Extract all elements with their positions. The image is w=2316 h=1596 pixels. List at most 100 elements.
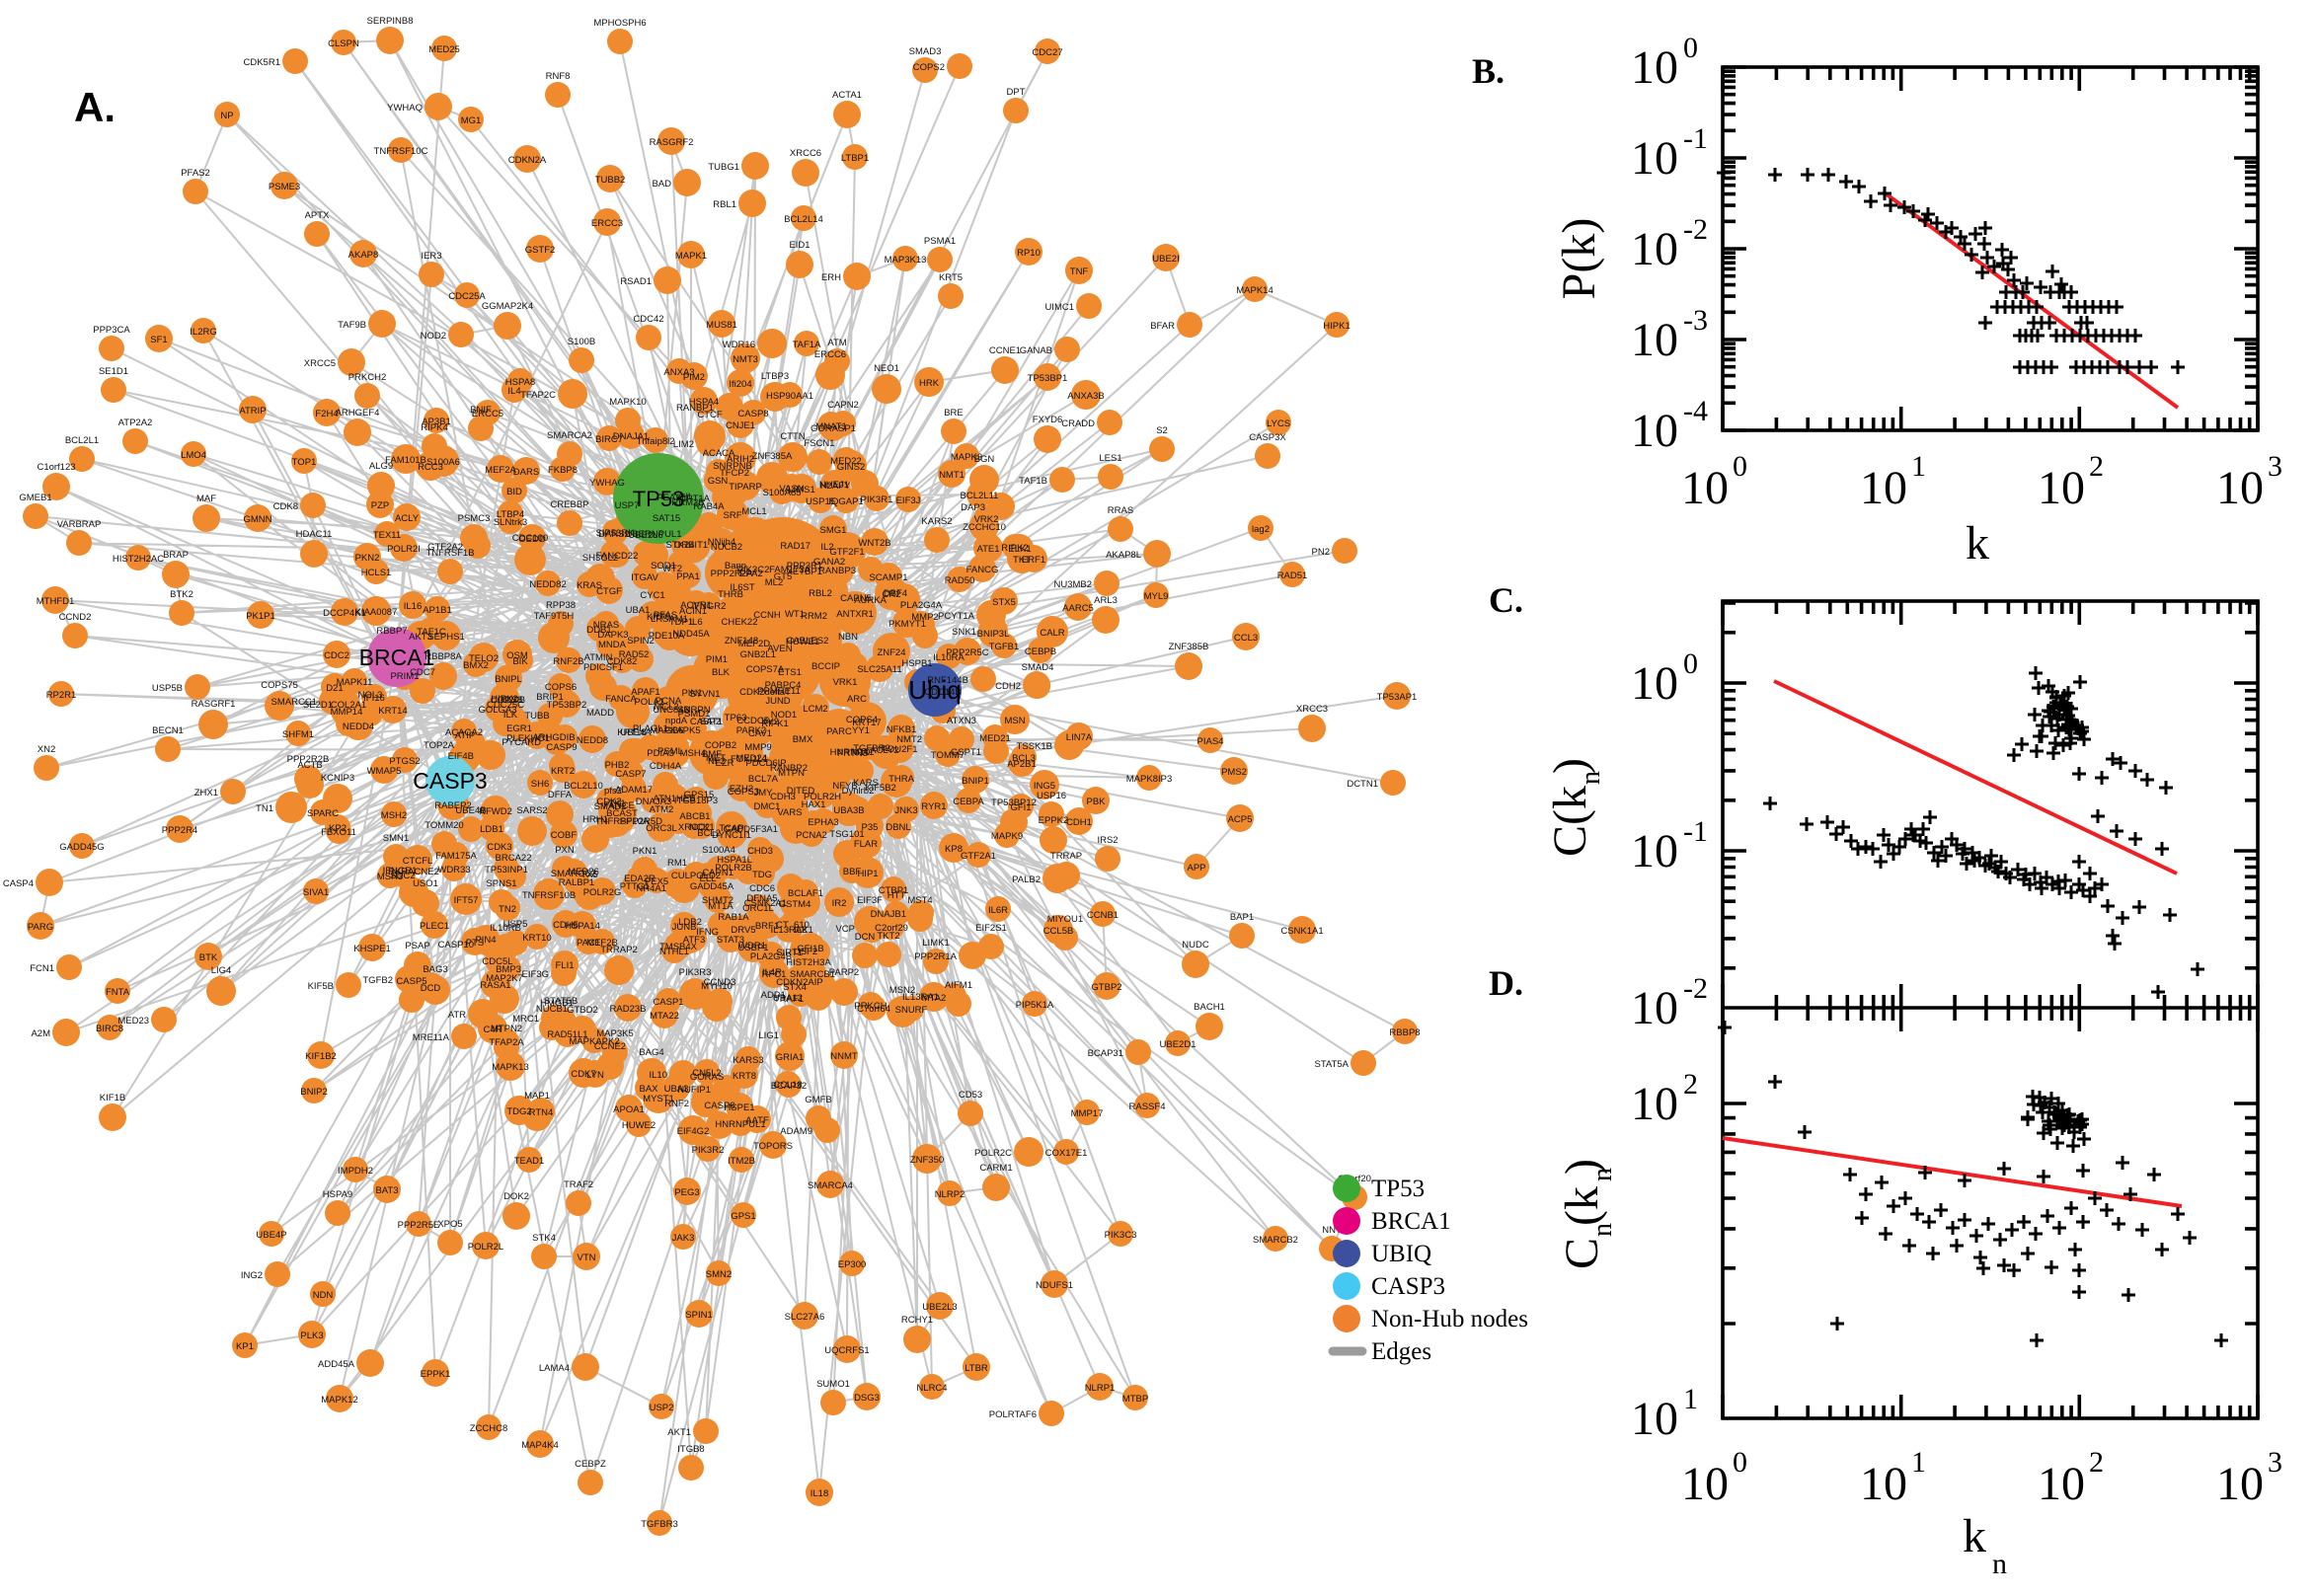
svg-text:JNK3: JNK3 [894, 805, 917, 816]
svg-text:ACLY: ACLY [395, 513, 420, 524]
svg-text:TOP2A: TOP2A [424, 740, 455, 751]
svg-text:10: 10 [1631, 825, 1678, 877]
svg-text:BRIP1: BRIP1 [536, 692, 563, 703]
svg-text:-4: -4 [1683, 395, 1708, 427]
svg-text:PPA2: PPA2 [739, 569, 763, 579]
svg-text:Tnfaip8l2: Tnfaip8l2 [636, 436, 674, 447]
svg-text:MAP3K5: MAP3K5 [596, 1028, 634, 1039]
svg-text:TNF: TNF [1070, 266, 1089, 277]
svg-text:KRT14: KRT14 [378, 706, 407, 717]
svg-text:STX5: STX5 [992, 597, 1016, 608]
svg-text:BMX2: BMX2 [463, 660, 489, 671]
svg-text:n: n [1587, 1223, 1618, 1237]
svg-text:EIF4B: EIF4B [448, 751, 474, 762]
svg-text:GADD5F3A1: GADD5F3A1 [724, 824, 778, 835]
svg-text:COPS8: COPS8 [491, 695, 522, 706]
svg-text:CDK5R1: CDK5R1 [244, 57, 281, 68]
svg-text:CCDC5: CCDC5 [736, 716, 769, 726]
svg-text:MSN2: MSN2 [889, 985, 915, 996]
svg-text:BCL3: BCL3 [1012, 753, 1036, 764]
svg-text:IL2: IL2 [820, 542, 833, 553]
svg-text:PFAS2: PFAS2 [181, 168, 210, 179]
svg-text:NP: NP [220, 111, 233, 121]
svg-text:RRAS: RRAS [1108, 505, 1133, 516]
svg-text:RABEP2: RABEP2 [434, 800, 472, 811]
svg-text:TSSK1B: TSSK1B [1017, 741, 1052, 752]
svg-text:FAM173A: FAM173A [769, 565, 811, 575]
svg-text:RASGRF1: RASGRF1 [192, 699, 236, 710]
svg-text:PZP: PZP [371, 500, 389, 511]
svg-text:Edges: Edges [1371, 1338, 1431, 1365]
svg-text:PXN: PXN [555, 845, 575, 856]
svg-text:FANCG: FANCG [966, 565, 999, 575]
svg-text:STAT3: STAT3 [717, 935, 744, 946]
svg-text:BRCA1: BRCA1 [359, 645, 435, 670]
svg-text:HAX1: HAX1 [802, 799, 826, 810]
svg-text:KIF1B: KIF1B [100, 1093, 125, 1103]
svg-text:1: 1 [1911, 450, 1926, 483]
svg-text:PTTG1: PTTG1 [620, 881, 651, 892]
svg-text:SDC2: SDC2 [390, 871, 415, 881]
svg-text:n: n [1576, 771, 1606, 785]
svg-text:RASA1: RASA1 [480, 980, 510, 991]
svg-text:MTPN: MTPN [778, 768, 805, 779]
svg-text:PPP2R4: PPP2R4 [162, 825, 197, 836]
svg-text:IL4: IL4 [507, 386, 520, 397]
svg-text:SMARCA4: SMARCA4 [808, 1180, 853, 1191]
svg-text:PEX5: PEX5 [645, 876, 668, 887]
svg-text:ADAM17: ADAM17 [615, 785, 653, 796]
svg-text:TKT2: TKT2 [877, 931, 899, 942]
svg-text:PDICSF1: PDICSF1 [583, 662, 623, 673]
svg-text:10: 10 [1631, 982, 1678, 1034]
svg-text:BNIP2: BNIP2 [300, 1087, 327, 1098]
svg-text:UIMC1: UIMC1 [1044, 302, 1074, 313]
svg-text:VARS: VARS [777, 807, 802, 818]
svg-text:IQGAP1: IQGAP1 [828, 496, 863, 507]
svg-text:LIM2: LIM2 [673, 439, 694, 450]
svg-text:PRKCH2: PRKCH2 [348, 372, 387, 383]
svg-text:CNJE1: CNJE1 [726, 420, 755, 431]
svg-text:HSPB1: HSPB1 [901, 658, 932, 669]
svg-text:ADD1: ADD1 [761, 990, 786, 1001]
svg-text:GMNN: GMNN [243, 514, 271, 525]
svg-text:UBE2L6: UBE2L6 [628, 530, 662, 541]
svg-text:COPS7A: COPS7A [746, 664, 785, 675]
svg-text:TMSB4X: TMSB4X [659, 942, 698, 952]
svg-text:GNB2L1: GNB2L1 [740, 649, 776, 660]
svg-text:10: 10 [1681, 1458, 1729, 1510]
svg-text:EDA2R: EDA2R [624, 874, 656, 884]
svg-text:UQCRFS1: UQCRFS1 [824, 1345, 869, 1356]
svg-text:DFNA5: DFNA5 [746, 893, 777, 904]
svg-text:SH6: SH6 [531, 779, 549, 790]
svg-text:HIST2H3A: HIST2H3A [786, 957, 831, 968]
svg-text:NEO1: NEO1 [874, 363, 899, 374]
svg-text:MED21: MED21 [979, 733, 1011, 744]
svg-text:CT_610: CT_610 [776, 920, 810, 931]
svg-text:IL6R: IL6R [988, 905, 1008, 916]
svg-text:DBF4: DBF4 [884, 588, 907, 599]
svg-text:RCHY1: RCHY1 [901, 1315, 933, 1326]
svg-text:JMY: JMY [754, 788, 774, 798]
svg-text:RASSF4: RASSF4 [1129, 1102, 1166, 1112]
svg-text:MSH4: MSH4 [680, 748, 706, 759]
svg-text:TGFBR2: TGFBR2 [853, 743, 889, 754]
svg-text:GANA2: GANA2 [813, 557, 845, 568]
svg-text:GINS2: GINS2 [837, 462, 866, 473]
svg-text:MCL2: MCL2 [654, 702, 678, 713]
svg-text:CAPN5: CAPN5 [840, 593, 872, 604]
svg-text:1: 1 [1911, 1446, 1926, 1479]
svg-text:FCN1: FCN1 [30, 963, 54, 974]
svg-text:AP3B1: AP3B1 [422, 417, 451, 427]
svg-text:PLAGL1: PLAGL1 [633, 723, 668, 734]
svg-text:BECN1: BECN1 [152, 725, 184, 736]
svg-text:ZNF385B: ZNF385B [1169, 642, 1209, 652]
svg-text:HIPK1: HIPK1 [1323, 321, 1350, 332]
svg-text:PLA2G4A: PLA2G4A [900, 600, 943, 611]
svg-text:CCL5B: CCL5B [1043, 926, 1074, 937]
svg-text:GMFB: GMFB [805, 1095, 831, 1105]
svg-text:DPT: DPT [1007, 87, 1026, 98]
svg-text:ERCC5: ERCC5 [472, 409, 503, 419]
svg-text:WT1: WT1 [785, 609, 805, 620]
svg-text:POLA1: POLA1 [634, 697, 664, 708]
svg-text:RALBP1: RALBP1 [559, 877, 594, 888]
